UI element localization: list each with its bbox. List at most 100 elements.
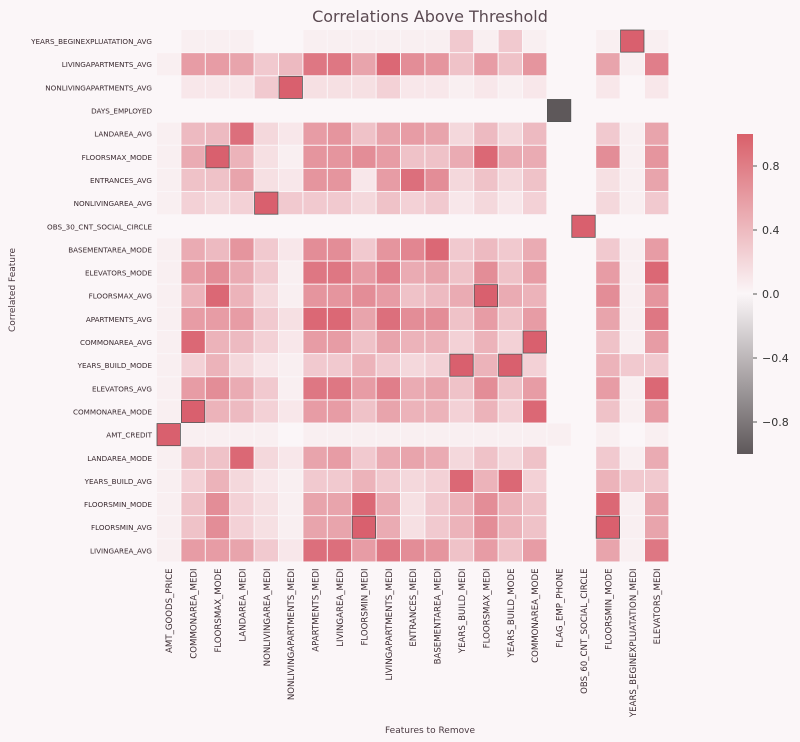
heatmap-cell xyxy=(254,377,278,400)
heatmap-cell xyxy=(303,400,327,423)
heatmap-cell xyxy=(449,516,474,539)
heatmap-cell xyxy=(327,261,352,284)
y-tick-label: ENTRANCES_AVG xyxy=(90,176,152,185)
heatmap-cell xyxy=(303,516,327,539)
heatmap-cell xyxy=(303,307,327,330)
heatmap-cell xyxy=(645,469,669,492)
heatmap-cell xyxy=(645,122,669,145)
heatmap-cell xyxy=(279,168,303,192)
heatmap-cell xyxy=(645,284,669,307)
heatmap-cell xyxy=(352,122,376,145)
heatmap-cell xyxy=(230,53,254,76)
heatmap-cell xyxy=(157,53,181,76)
heatmap-cell xyxy=(157,76,181,99)
heatmap-cell xyxy=(474,168,498,192)
heatmap-cell xyxy=(376,30,400,53)
heatmap-cell xyxy=(620,307,644,330)
heatmap-cells xyxy=(156,29,669,562)
heatmap-cell xyxy=(352,145,376,168)
heatmap-cell xyxy=(327,145,352,168)
x-tick-label: YEARS_BUILD_MODE xyxy=(507,568,517,658)
heatmap-cell xyxy=(596,330,620,354)
heatmap-cell xyxy=(498,261,522,284)
heatmap-cell xyxy=(449,446,474,469)
heatmap-cell xyxy=(303,261,327,284)
heatmap-cell xyxy=(596,400,620,423)
heatmap-cell xyxy=(205,539,230,562)
heatmap-cell xyxy=(645,446,669,469)
heatmap-cell xyxy=(181,53,205,76)
heatmap-cell xyxy=(376,423,400,446)
heatmap-cell xyxy=(279,493,303,516)
heatmap-cell xyxy=(596,261,620,284)
y-tick-label: FLOORSMAX_MODE xyxy=(82,153,153,162)
heatmap-cell xyxy=(254,493,278,516)
heatmap-cell xyxy=(596,76,620,99)
heatmap-cell xyxy=(254,122,278,145)
heatmap-cell xyxy=(645,76,669,99)
heatmap-cell xyxy=(279,192,303,215)
heatmap-cell xyxy=(449,30,474,53)
heatmap-cell xyxy=(523,354,547,377)
heatmap-cell xyxy=(401,516,425,539)
heatmap-cell xyxy=(181,330,205,354)
heatmap-cell xyxy=(327,238,352,261)
heatmap-cell xyxy=(523,122,547,145)
heatmap-cell xyxy=(620,76,644,99)
heatmap-cell xyxy=(303,238,327,261)
heatmap-cell xyxy=(376,469,400,492)
heatmap-cell xyxy=(279,238,303,261)
heatmap-cell xyxy=(474,122,498,145)
heatmap-cell xyxy=(157,377,181,400)
x-tick-label: LIVINGAPARTMENTS_MEDI xyxy=(385,568,395,680)
heatmap-cell xyxy=(327,122,352,145)
heatmap-cell xyxy=(645,168,669,192)
heatmap-cell xyxy=(401,53,425,76)
heatmap-cell xyxy=(620,423,644,446)
heatmap-cell xyxy=(596,238,620,261)
heatmap-cell xyxy=(230,284,254,307)
heatmap-cell xyxy=(425,122,449,145)
heatmap-cell xyxy=(157,122,181,145)
heatmap-cell xyxy=(645,354,669,377)
x-tick-label: FLAG_EMP_PHONE xyxy=(556,568,566,647)
heatmap-cell xyxy=(352,76,376,99)
heatmap-cell xyxy=(523,516,547,539)
y-tick-label: FLOORSMAX_AVG xyxy=(89,292,152,301)
heatmap-cell xyxy=(596,30,620,53)
heatmap-cell xyxy=(401,469,425,492)
heatmap-cell xyxy=(352,53,376,76)
heatmap-cell xyxy=(303,493,327,516)
heatmap-cell xyxy=(327,493,352,516)
heatmap-cell xyxy=(523,30,547,53)
heatmap-cell xyxy=(645,539,669,562)
heatmap-cell xyxy=(254,516,278,539)
heatmap-cell xyxy=(376,145,400,168)
heatmap-cell xyxy=(645,516,669,539)
heatmap-cell xyxy=(595,515,621,539)
heatmap-cell xyxy=(474,307,498,330)
heatmap-cell xyxy=(376,516,400,539)
heatmap-cell xyxy=(498,76,522,99)
heatmap-cell xyxy=(279,354,303,377)
heatmap-cell xyxy=(352,377,376,400)
heatmap-cell xyxy=(401,493,425,516)
heatmap-cell xyxy=(157,493,181,516)
heatmap-cell xyxy=(645,400,669,423)
heatmap-cell xyxy=(205,238,230,261)
heatmap-cell xyxy=(376,446,400,469)
heatmap-cell xyxy=(620,469,644,492)
y-tick-label: ELEVATORS_MODE xyxy=(85,269,152,278)
heatmap-cell xyxy=(376,122,400,145)
heatmap-cell xyxy=(498,238,522,261)
heatmap-cell xyxy=(352,30,376,53)
heatmap-cell xyxy=(401,377,425,400)
heatmap-cell xyxy=(474,446,498,469)
y-tick-label: BASEMENTAREA_MODE xyxy=(68,245,152,254)
heatmap-cell xyxy=(498,423,522,446)
heatmap-cell xyxy=(181,354,205,377)
heatmap-cell xyxy=(352,469,376,492)
x-tick-label: LANDAREA_MEDI xyxy=(238,568,248,641)
heatmap-cell xyxy=(205,516,230,539)
y-tick-label: COMMONAREA_MODE xyxy=(73,407,152,416)
